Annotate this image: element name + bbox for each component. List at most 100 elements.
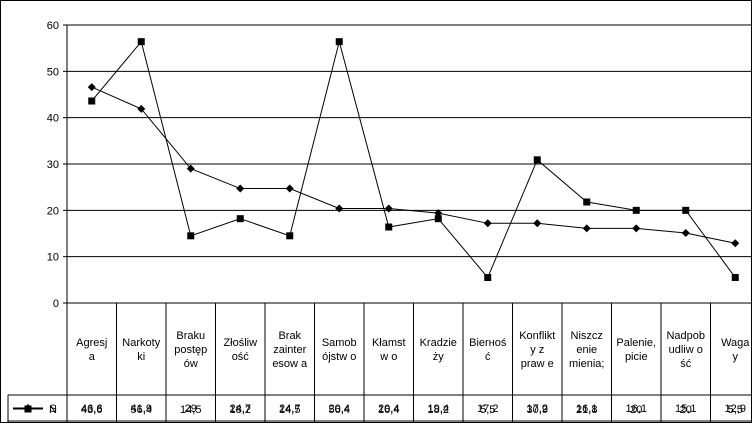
- table-value: 20: [680, 404, 692, 416]
- category-label: ość: [232, 351, 250, 363]
- point-n: [187, 232, 195, 240]
- table-value: 30,9: [527, 404, 548, 416]
- legend-label: S: [49, 403, 56, 415]
- category-label: Braku: [176, 330, 205, 342]
- category-label: udliw o: [669, 344, 703, 356]
- point-s: [186, 164, 195, 173]
- category-label: Kłamst: [372, 337, 406, 349]
- point-s: [384, 204, 393, 213]
- table-value: 43,6: [81, 404, 102, 416]
- point-n: [434, 215, 442, 223]
- category-label: postęp: [174, 344, 207, 356]
- category-label: Samob: [322, 337, 357, 349]
- point-n: [286, 232, 294, 240]
- table-value: 16,4: [378, 404, 399, 416]
- point-n: [682, 206, 690, 214]
- table-value: 5,5: [480, 404, 495, 416]
- category-label: ć: [485, 351, 491, 363]
- table-value: 12,9: [725, 403, 746, 415]
- table-value: 17,2: [527, 403, 548, 415]
- point-n: [731, 274, 739, 282]
- y-tick-label: 40: [47, 113, 59, 125]
- point-s: [632, 224, 641, 233]
- category-label: praw e: [521, 358, 554, 370]
- category-label: ży: [433, 351, 445, 363]
- category-label: Palenie,: [616, 337, 656, 349]
- table-value: 29: [185, 403, 197, 415]
- table-value: 24,7: [279, 403, 300, 415]
- point-s: [582, 224, 591, 233]
- table-value: 17,2: [477, 403, 498, 415]
- table-value: 46,6: [81, 403, 102, 415]
- point-n: [533, 156, 541, 164]
- point-s: [236, 184, 245, 193]
- series-line-n: [91, 39, 736, 279]
- point-s: [533, 219, 542, 228]
- point-s: [681, 229, 690, 238]
- series-line-s: [91, 86, 736, 244]
- category-label: Narkoty: [122, 337, 160, 349]
- category-label: picie: [625, 351, 648, 363]
- category-label: enie: [576, 344, 597, 356]
- table-value: 18,2: [230, 404, 251, 416]
- point-s: [483, 219, 492, 228]
- table-value: 24,7: [230, 403, 251, 415]
- y-tick-label: 30: [47, 159, 59, 171]
- table-value: 16,1: [626, 403, 647, 415]
- point-n: [137, 38, 145, 46]
- category-label: mienia;: [569, 358, 604, 370]
- category-label: ów: [184, 358, 198, 370]
- point-s: [434, 209, 443, 218]
- point-s: [335, 204, 344, 213]
- point-s: [285, 184, 294, 193]
- category-label: y: [733, 351, 739, 363]
- category-label: w o: [379, 351, 397, 363]
- category-label: Brak: [278, 330, 301, 342]
- category-label: y z: [530, 344, 544, 356]
- category-label: ójstw o: [322, 351, 356, 363]
- table-value: 14,5: [180, 404, 201, 416]
- category-label: Agresj: [76, 337, 107, 349]
- category-label: esow a: [272, 358, 308, 370]
- category-label: Niszcz: [571, 330, 603, 342]
- point-n: [335, 38, 343, 46]
- table-value: 14,5: [279, 404, 300, 416]
- table-value: 5,5: [728, 404, 743, 416]
- category-label: ki: [137, 351, 145, 363]
- point-n: [583, 198, 591, 206]
- table-value: 18,2: [428, 404, 449, 416]
- legend-key-marker: [24, 405, 32, 413]
- point-s: [731, 239, 740, 248]
- y-tick-label: 60: [47, 20, 59, 32]
- category-label: a: [89, 351, 96, 363]
- point-n: [632, 206, 640, 214]
- category-label: Kradzie: [420, 337, 457, 349]
- y-tick-label: 10: [47, 252, 59, 264]
- y-tick-label: 0: [53, 298, 59, 310]
- point-n: [236, 215, 244, 223]
- point-n: [385, 223, 393, 231]
- category-label: Waga: [721, 337, 750, 349]
- table-value: 19,4: [428, 403, 449, 415]
- y-tick-label: 50: [47, 66, 59, 78]
- y-tick-label: 20: [47, 205, 59, 217]
- point-s: [137, 104, 146, 113]
- table-value: 56,4: [329, 404, 350, 416]
- point-n: [484, 274, 492, 282]
- category-label: zainter: [273, 344, 306, 356]
- point-n: [88, 97, 96, 105]
- table-value: 20,4: [329, 403, 350, 415]
- table-value: 20: [630, 404, 642, 416]
- table-value: 15,1: [675, 403, 696, 415]
- table-value: 21,8: [576, 404, 597, 416]
- point-s: [87, 83, 96, 92]
- table-value: 16,1: [576, 403, 597, 415]
- table-value: 41,9: [131, 403, 152, 415]
- category-label: Nadpob: [666, 330, 705, 342]
- table-value: 56,4: [131, 404, 152, 416]
- legend-label: N: [49, 404, 57, 416]
- table-value: 20,4: [378, 403, 399, 415]
- category-label: Złośliw: [223, 337, 257, 349]
